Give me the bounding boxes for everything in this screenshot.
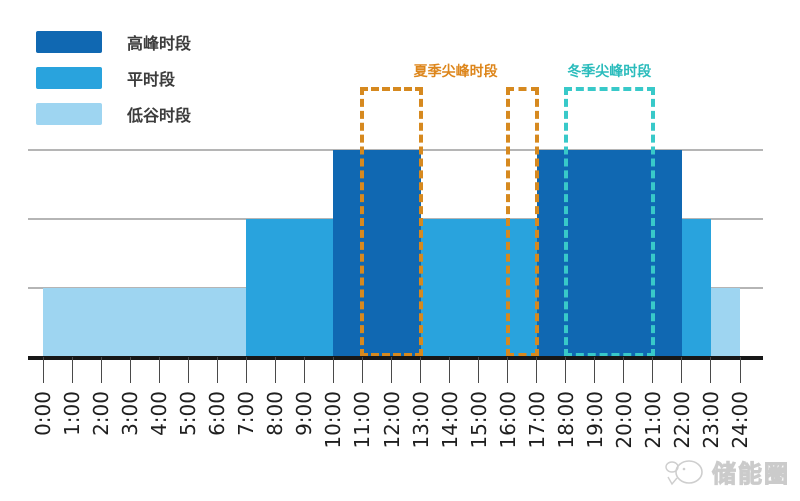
x-axis-label-15: 15:00: [466, 391, 491, 449]
x-axis-tick-1: [71, 357, 73, 383]
x-axis-tick-19: [594, 357, 596, 383]
x-axis-tick-3: [129, 357, 131, 383]
bar-segment-peak: [536, 150, 682, 357]
x-axis-label-8: 8:00: [263, 391, 288, 436]
watermark-logo-icon: [662, 453, 708, 489]
x-axis-label-17: 17:00: [524, 391, 549, 449]
x-axis-tick-24: [739, 357, 741, 383]
legend-label-valley: 低谷时段: [127, 105, 192, 125]
bar-segment-peak: [333, 150, 421, 357]
x-axis-label-12: 12:00: [379, 391, 404, 449]
summer-peak-box-0: [360, 87, 423, 357]
legend-label-peak: 高峰时段: [127, 33, 192, 53]
x-axis-tick-0: [42, 357, 44, 383]
x-axis-label-2: 2:00: [89, 391, 114, 436]
x-axis-label-4: 4:00: [147, 391, 172, 436]
x-axis-tick-13: [420, 357, 422, 383]
bar-segment-flat: [246, 219, 334, 357]
x-axis-tick-23: [710, 357, 712, 383]
x-axis-tick-4: [158, 357, 160, 383]
x-axis-tick-8: [274, 357, 276, 383]
legend-label-flat: 平时段: [127, 69, 176, 89]
x-axis-tick-2: [100, 357, 102, 383]
x-axis-label-11: 11:00: [350, 391, 375, 449]
x-axis-tick-18: [565, 357, 567, 383]
legend-item-valley: 低谷时段: [36, 102, 191, 125]
x-axis-label-7: 7:00: [234, 391, 259, 436]
x-axis-tick-6: [216, 357, 218, 383]
summer-peak-box-1: [505, 87, 539, 357]
x-axis-label-19: 19:00: [582, 391, 607, 449]
bar-segment-flat: [681, 219, 711, 357]
bar-segment-valley: [43, 288, 247, 357]
x-axis-label-3: 3:00: [118, 391, 143, 436]
x-axis-tick-14: [449, 357, 451, 383]
legend-item-flat: 平时段: [36, 66, 175, 89]
x-axis-label-14: 14:00: [437, 391, 462, 449]
peak-color-swatch: [36, 30, 102, 53]
watermark: 储能圈: [662, 453, 790, 489]
x-axis-tick-5: [187, 357, 189, 383]
bar-segment-flat: [420, 219, 537, 357]
valley-color-swatch: [36, 102, 102, 125]
x-axis-tick-12: [391, 357, 392, 383]
x-axis-tick-10: [332, 357, 334, 383]
x-axis-label-21: 21:00: [640, 391, 665, 449]
x-axis-label-9: 9:00: [292, 391, 317, 436]
x-axis-label-1: 1:00: [60, 391, 85, 436]
watermark-text: 储能圈: [712, 459, 790, 488]
flat-color-swatch: [36, 66, 102, 89]
x-axis-line: [28, 356, 763, 360]
x-axis-tick-9: [303, 357, 305, 383]
x-axis-tick-22: [681, 357, 683, 383]
x-axis-label-13: 13:00: [408, 391, 433, 449]
x-axis-tick-17: [536, 357, 538, 383]
x-axis-tick-21: [652, 357, 654, 383]
bar-segment-valley: [710, 288, 740, 357]
x-axis-label-10: 10:00: [321, 391, 346, 449]
x-axis-label-20: 20:00: [611, 391, 636, 449]
x-axis-tick-7: [245, 357, 247, 383]
winter-peak-annotation-label: 冬季尖峰时段: [567, 64, 652, 80]
x-axis-label-16: 16:00: [495, 391, 520, 449]
x-axis-tick-15: [478, 357, 480, 383]
winter-peak-box-0: [563, 87, 655, 357]
x-axis-label-18: 18:00: [553, 391, 578, 449]
x-axis-label-6: 6:00: [205, 391, 230, 436]
legend-item-peak: 高峰时段: [36, 30, 191, 53]
summer-peak-annotation-label: 夏季尖峰时段: [413, 64, 498, 80]
x-axis-tick-11: [361, 357, 363, 383]
x-axis-label-5: 5:00: [176, 391, 201, 436]
x-axis-label-0: 0:00: [31, 391, 55, 436]
x-axis-tick-16: [507, 357, 509, 383]
x-axis-tick-20: [623, 357, 625, 383]
